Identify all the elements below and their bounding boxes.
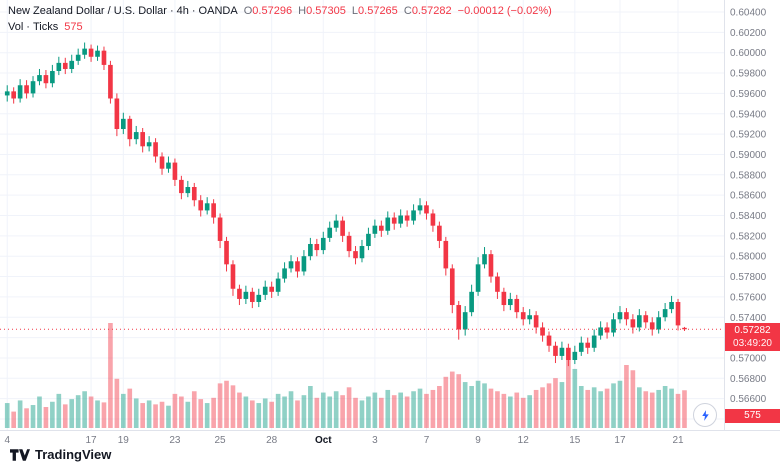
pane-separators — [0, 0, 780, 431]
legend-separator: · — [191, 5, 196, 17]
svg-text:17: 17 — [86, 435, 98, 446]
svg-text:0.60400: 0.60400 — [730, 8, 767, 19]
volume-indicator-label[interactable]: Vol — [8, 21, 24, 33]
svg-text:0.60200: 0.60200 — [730, 28, 767, 39]
svg-text:21: 21 — [672, 435, 684, 446]
candles — [4, 42, 687, 367]
tradingview-logo[interactable]: TradingView — [10, 447, 111, 462]
svg-text:25: 25 — [215, 435, 227, 446]
svg-text:0.59000: 0.59000 — [730, 150, 767, 161]
svg-text:0.57800: 0.57800 — [730, 272, 767, 283]
current-price-value: 0.57282 — [734, 325, 771, 337]
change-value: −0.00012 (−0.02%) — [457, 5, 552, 17]
svg-text:0.56600: 0.56600 — [730, 394, 767, 405]
lightning-icon — [701, 409, 709, 421]
close-value: 0.57282 — [411, 5, 452, 17]
svg-text:Oct: Oct — [315, 435, 332, 446]
svg-text:0.58800: 0.58800 — [730, 170, 767, 181]
svg-text:0.59600: 0.59600 — [730, 89, 767, 100]
exchange-label[interactable]: OANDA — [198, 5, 238, 17]
svg-text:9: 9 — [475, 435, 481, 446]
svg-text:28: 28 — [266, 435, 278, 446]
tradingview-logo-icon — [10, 448, 30, 461]
svg-text:0.59400: 0.59400 — [730, 109, 767, 120]
low-label: L — [351, 5, 359, 17]
svg-text:4: 4 — [4, 435, 10, 446]
interval-label[interactable]: 4h — [176, 5, 189, 17]
svg-text:0.57400: 0.57400 — [730, 313, 767, 324]
symbol-title[interactable]: New Zealand Dollar / U.S. Dollar — [8, 5, 167, 17]
volume-value: 575 — [64, 21, 83, 33]
svg-text:19: 19 — [118, 435, 130, 446]
instant-trading-button[interactable] — [693, 403, 717, 427]
tradingview-logo-text: TradingView — [35, 447, 112, 462]
svg-text:0.60000: 0.60000 — [730, 48, 767, 59]
price-axis[interactable]: 0.60400 0.60200 0.60000 0.59800 0.59600 0.594… — [730, 8, 767, 426]
open-label: O — [243, 5, 253, 17]
current-price-badge: 0.57282 03:49:20 — [725, 323, 780, 352]
volume-source-label: Ticks — [32, 21, 59, 33]
legend-separator: · — [26, 21, 30, 33]
svg-text:0.58400: 0.58400 — [730, 211, 767, 222]
low-value: 0.57265 — [358, 5, 398, 17]
symbol-legend: New Zealand Dollar / U.S. Dollar · 4h · OAND… — [8, 5, 555, 17]
svg-text:12: 12 — [518, 435, 530, 446]
high-value: 0.57305 — [306, 5, 346, 17]
svg-text:17: 17 — [614, 435, 626, 446]
close-label: C — [403, 5, 412, 17]
time-axis[interactable]: 4 17 19 23 25 28 Oct 3 7 9 12 15 17 21 — [4, 435, 684, 446]
svg-text:0.57000: 0.57000 — [730, 353, 767, 364]
open-value: 0.57296 — [252, 5, 293, 17]
legend-separator: · — [169, 5, 174, 17]
svg-text:0.56800: 0.56800 — [730, 374, 767, 385]
svg-text:3: 3 — [372, 435, 378, 446]
bar-countdown: 03:49:20 — [733, 338, 772, 350]
svg-text:0.59800: 0.59800 — [730, 69, 767, 80]
current-volume-badge: 575 — [725, 409, 780, 423]
svg-text:15: 15 — [569, 435, 581, 446]
svg-text:7: 7 — [424, 435, 430, 446]
svg-text:0.57600: 0.57600 — [730, 292, 767, 303]
svg-text:0.58000: 0.58000 — [730, 252, 767, 263]
volume-bars — [4, 323, 687, 428]
volume-legend: Vol · Ticks 575 — [8, 21, 86, 33]
svg-text:23: 23 — [169, 435, 181, 446]
svg-text:0.59200: 0.59200 — [730, 130, 767, 141]
high-label: H — [298, 5, 307, 17]
svg-text:0.58200: 0.58200 — [730, 231, 767, 242]
svg-text:0.58600: 0.58600 — [730, 191, 767, 202]
